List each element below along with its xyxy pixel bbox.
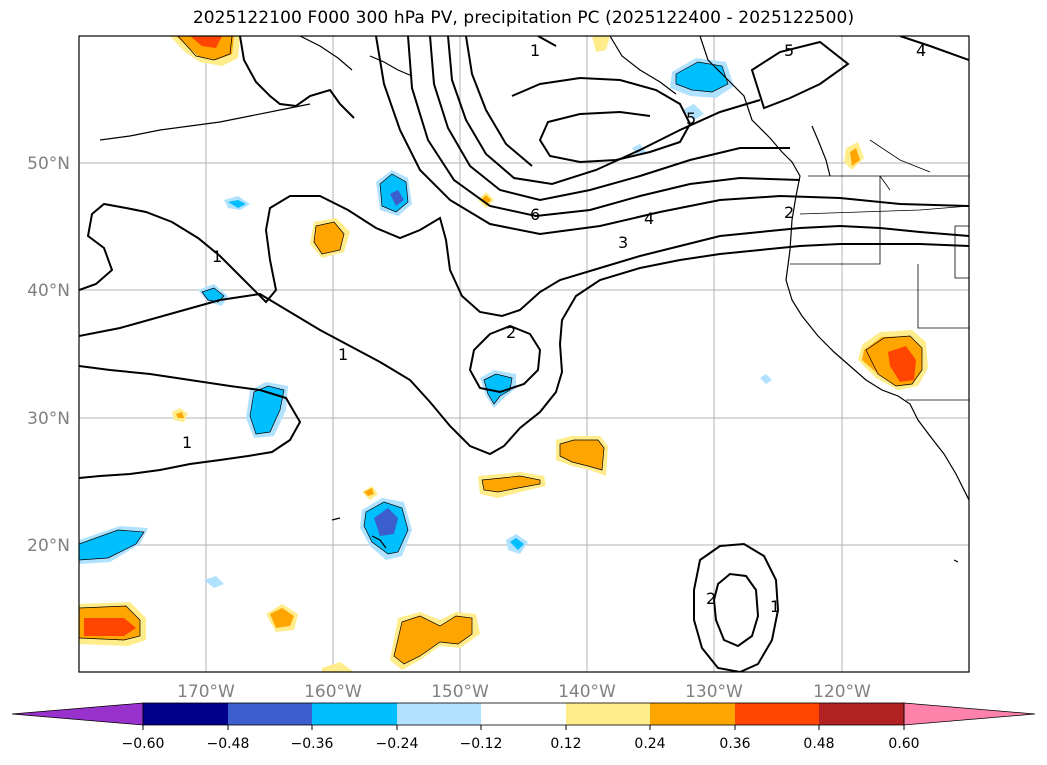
- map-background: [79, 36, 969, 672]
- precip-negative-patches: [79, 58, 772, 588]
- pv-contour-1-north: [79, 195, 969, 318]
- colorbar-tick-label: −0.36: [291, 736, 334, 752]
- colorbar-segment: [819, 703, 904, 725]
- colorbar-segment: [312, 703, 397, 725]
- lon-label-170w: 170°W: [177, 682, 235, 702]
- contour-label: 4: [916, 41, 926, 60]
- colorbar-tick-label: −0.60: [122, 736, 165, 752]
- colorbar-tick-label: 0.12: [550, 736, 581, 752]
- contour-label: 1: [338, 345, 348, 364]
- colorbar-segment: [143, 703, 228, 725]
- colorbar-segment: [397, 703, 481, 725]
- colorbar-tick-label: −0.48: [207, 736, 250, 752]
- pv-contours: [79, 36, 969, 672]
- coastlines: [99, 36, 969, 563]
- lon-label-130w: 130°W: [685, 682, 743, 702]
- contour-label: 6: [530, 205, 540, 224]
- borders: [790, 139, 969, 401]
- latitude-labels: 50°N 40°N 30°N 20°N: [27, 154, 70, 556]
- pv-contour-1-south: [79, 365, 302, 479]
- map-frame: [78, 35, 970, 673]
- gridlines: [79, 36, 969, 672]
- lon-label-140w: 140°W: [558, 682, 616, 702]
- contour-label: 1: [212, 247, 222, 266]
- colorbar: −0.60 −0.48 −0.36 −0.24 −0.12 0.12 0.24 …: [11, 702, 1036, 752]
- colorbar-tick-label: 0.36: [719, 736, 750, 752]
- precip-patch-outlines: [79, 36, 923, 665]
- colorbar-extend-low: [11, 702, 144, 726]
- pv-contour-6-loop: [511, 76, 692, 164]
- contour-label: 1: [182, 433, 192, 452]
- contour-label: 5: [686, 109, 696, 128]
- pv-contour-1-middle: [79, 243, 969, 456]
- colorbar-segment: [735, 703, 819, 725]
- lon-label-120w: 120°W: [813, 682, 871, 702]
- contour-label: 2: [506, 323, 516, 342]
- north-america-west-coast: [699, 36, 969, 501]
- lon-label-150w: 150°W: [431, 682, 489, 702]
- colorbar-extend-high: [903, 702, 1036, 726]
- contour-label: 1: [770, 597, 780, 616]
- colorbar-tick-label: −0.24: [376, 736, 419, 752]
- contour-label: 2: [784, 203, 794, 222]
- figure-title: 2025122100 F000 300 hPa PV, precipitatio…: [192, 8, 855, 28]
- contour-label: 1: [530, 41, 540, 60]
- contour-label: 4: [644, 209, 654, 228]
- colorbar-tick-label: −0.12: [460, 736, 503, 752]
- colorbar-tick-label: 0.24: [634, 736, 665, 752]
- contour-label: 2: [706, 589, 716, 608]
- contour-label: 5: [784, 41, 794, 60]
- colorbar-segment: [650, 703, 735, 725]
- pv-contour-1-south-loop: [693, 542, 780, 672]
- colorbar-segment: [228, 703, 312, 725]
- lon-label-160w: 160°W: [304, 682, 362, 702]
- colorbar-segment: [566, 703, 650, 725]
- contour-label: 3: [618, 233, 628, 252]
- lat-label-20n: 20°N: [27, 536, 70, 556]
- colorbar-tick-label: 0.60: [888, 736, 919, 752]
- lat-label-30n: 30°N: [27, 409, 70, 429]
- colorbar-tick-label: 0.48: [803, 736, 834, 752]
- pv-contour-2-south-loop: [712, 572, 760, 648]
- pv-contour-2-cutoff: [468, 324, 542, 394]
- colorbar-segment: [481, 703, 566, 725]
- lat-label-40n: 40°N: [27, 281, 70, 301]
- contour-labels: 1 1 1 1 2 2 2 3 4 4 5 6 1 5: [182, 41, 926, 616]
- lat-label-50n: 50°N: [27, 154, 70, 174]
- longitude-labels: 170°W 160°W 150°W 140°W 130°W 120°W: [177, 682, 871, 702]
